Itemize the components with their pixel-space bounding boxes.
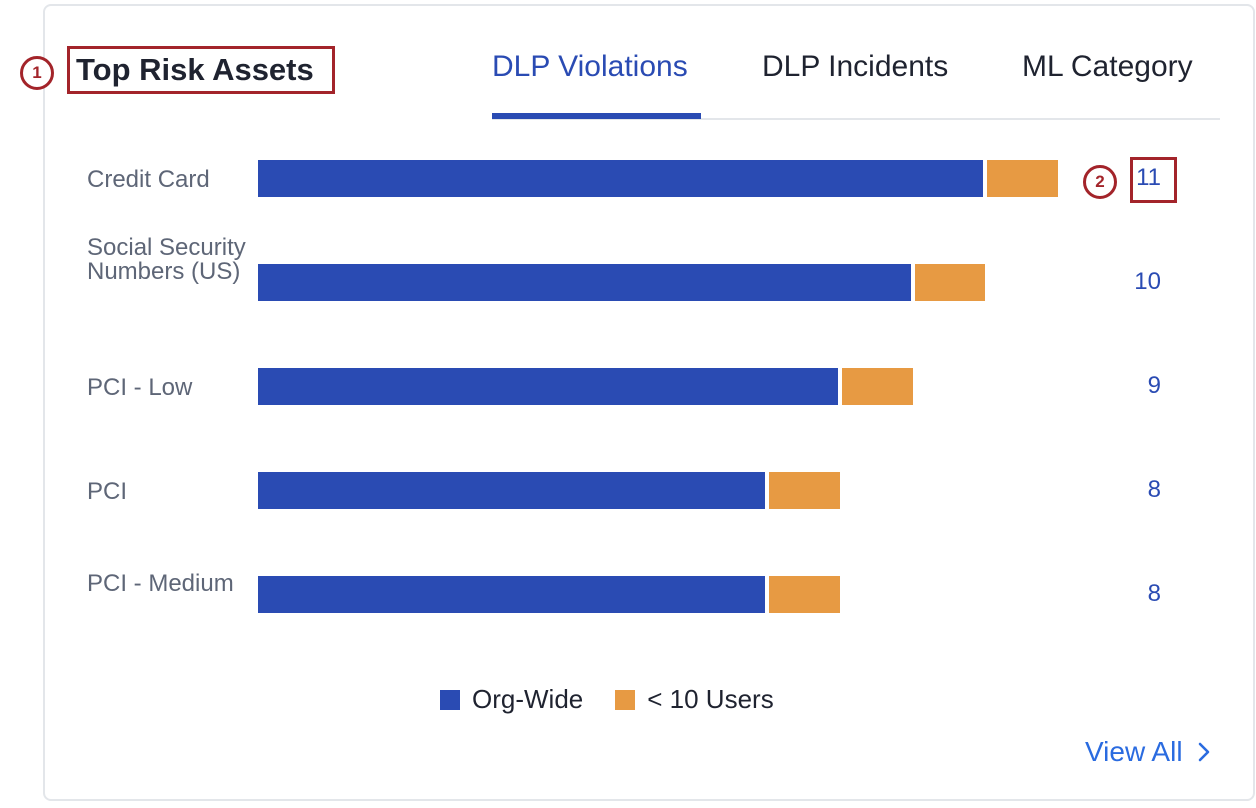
legend-item-org-wide[interactable]: Org-Wide [440, 684, 583, 715]
bar-org-wide[interactable] [258, 576, 766, 613]
row-total-value[interactable]: 8 [1147, 476, 1161, 503]
annotation-marker-1-label: 1 [32, 63, 42, 82]
view-all-link[interactable]: View All [1085, 736, 1212, 768]
bar-org-wide[interactable] [258, 368, 838, 405]
legend-label-org-wide: Org-Wide [472, 684, 584, 714]
bar-org-wide[interactable] [258, 472, 766, 509]
row-total-value[interactable]: 9 [1147, 372, 1161, 399]
annotation-marker-2-label: 2 [1095, 172, 1105, 191]
category-label: Credit Card [87, 166, 210, 193]
annotation-box-title [67, 46, 335, 94]
bar-org-wide[interactable] [258, 160, 984, 197]
legend-swatch-small-users [615, 689, 636, 710]
tab-dlp-incidents[interactable]: DLP Incidents [762, 50, 949, 83]
row-total-value[interactable]: 8 [1147, 580, 1161, 607]
tab-ml-category[interactable]: ML Category [1022, 50, 1193, 83]
legend-item-small-users[interactable]: < 10 Users [615, 684, 774, 715]
row-total-value[interactable]: 10 [1134, 268, 1161, 295]
chart-legend: Org-Wide < 10 Users [440, 684, 806, 715]
category-label: Social Security Numbers (US) [87, 234, 246, 285]
category-label: PCI - Low [87, 374, 193, 401]
bar-org-wide[interactable] [258, 264, 911, 301]
legend-swatch-org-wide [440, 689, 460, 710]
bar-small-users[interactable] [769, 576, 840, 613]
category-label: PCI - Medium [87, 570, 234, 597]
category-label: PCI [87, 478, 128, 505]
tab-dlp-violations[interactable]: DLP Violations [492, 50, 688, 83]
annotation-box-value [1130, 157, 1177, 203]
bar-small-users[interactable] [914, 264, 986, 301]
view-all-label: View All [1085, 736, 1183, 767]
card-title: Top Risk Assets [76, 52, 314, 87]
bar-small-users[interactable] [841, 368, 913, 405]
bar-small-users[interactable] [987, 160, 1058, 197]
tabs-divider [492, 118, 1220, 120]
chevron-right-icon [1199, 742, 1210, 762]
bar-small-users[interactable] [769, 472, 840, 509]
legend-label-small-users: < 10 Users [647, 684, 774, 714]
active-tab-indicator [492, 113, 701, 119]
row-total-value[interactable]: 11 [1136, 164, 1161, 191]
annotation-marker-2: 2 [1083, 165, 1117, 199]
annotation-marker-1: 1 [20, 56, 54, 90]
